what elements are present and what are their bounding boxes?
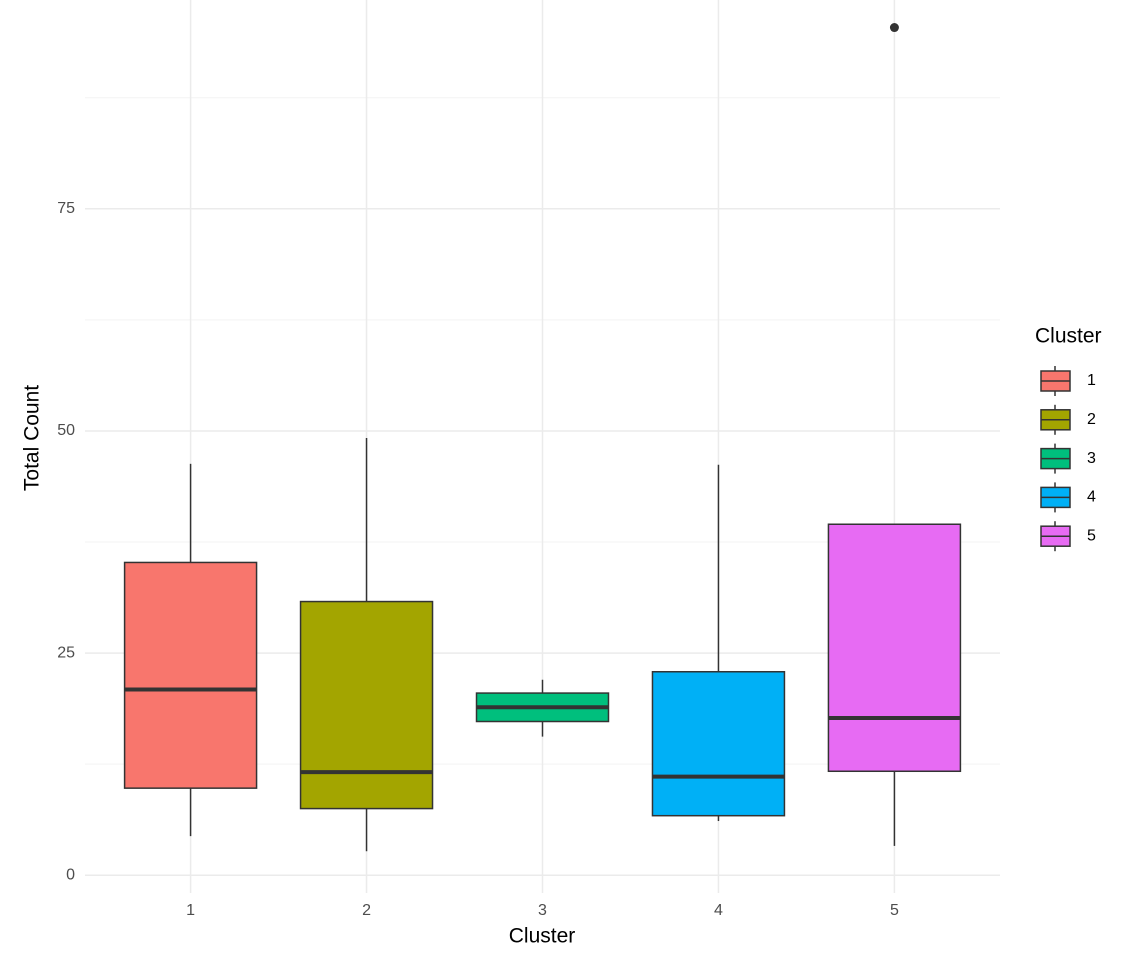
legend-label: 3: [1087, 450, 1096, 467]
legend-label: 4: [1087, 489, 1096, 506]
x-tick-label: 5: [890, 902, 899, 919]
y-tick-label: 0: [66, 866, 75, 883]
outlier: [889, 23, 899, 33]
x-tick-label: 2: [362, 902, 371, 919]
legend-label: 2: [1087, 411, 1096, 428]
x-tick-label: 3: [538, 902, 547, 919]
legend-label: 5: [1087, 527, 1096, 544]
legend-label: 1: [1087, 372, 1096, 389]
box: [827, 523, 962, 773]
box: [651, 670, 786, 817]
legend-title: Cluster: [1035, 325, 1102, 348]
x-tick-label: 1: [186, 902, 195, 919]
box: [299, 600, 434, 810]
y-tick-label: 50: [57, 422, 75, 439]
y-tick-label: 75: [57, 200, 75, 217]
y-tick-label: 25: [57, 644, 75, 661]
x-tick-label: 4: [714, 902, 723, 919]
box: [123, 561, 258, 789]
y-axis-title: Total Count: [21, 385, 44, 491]
x-axis-title: Cluster: [509, 925, 576, 948]
